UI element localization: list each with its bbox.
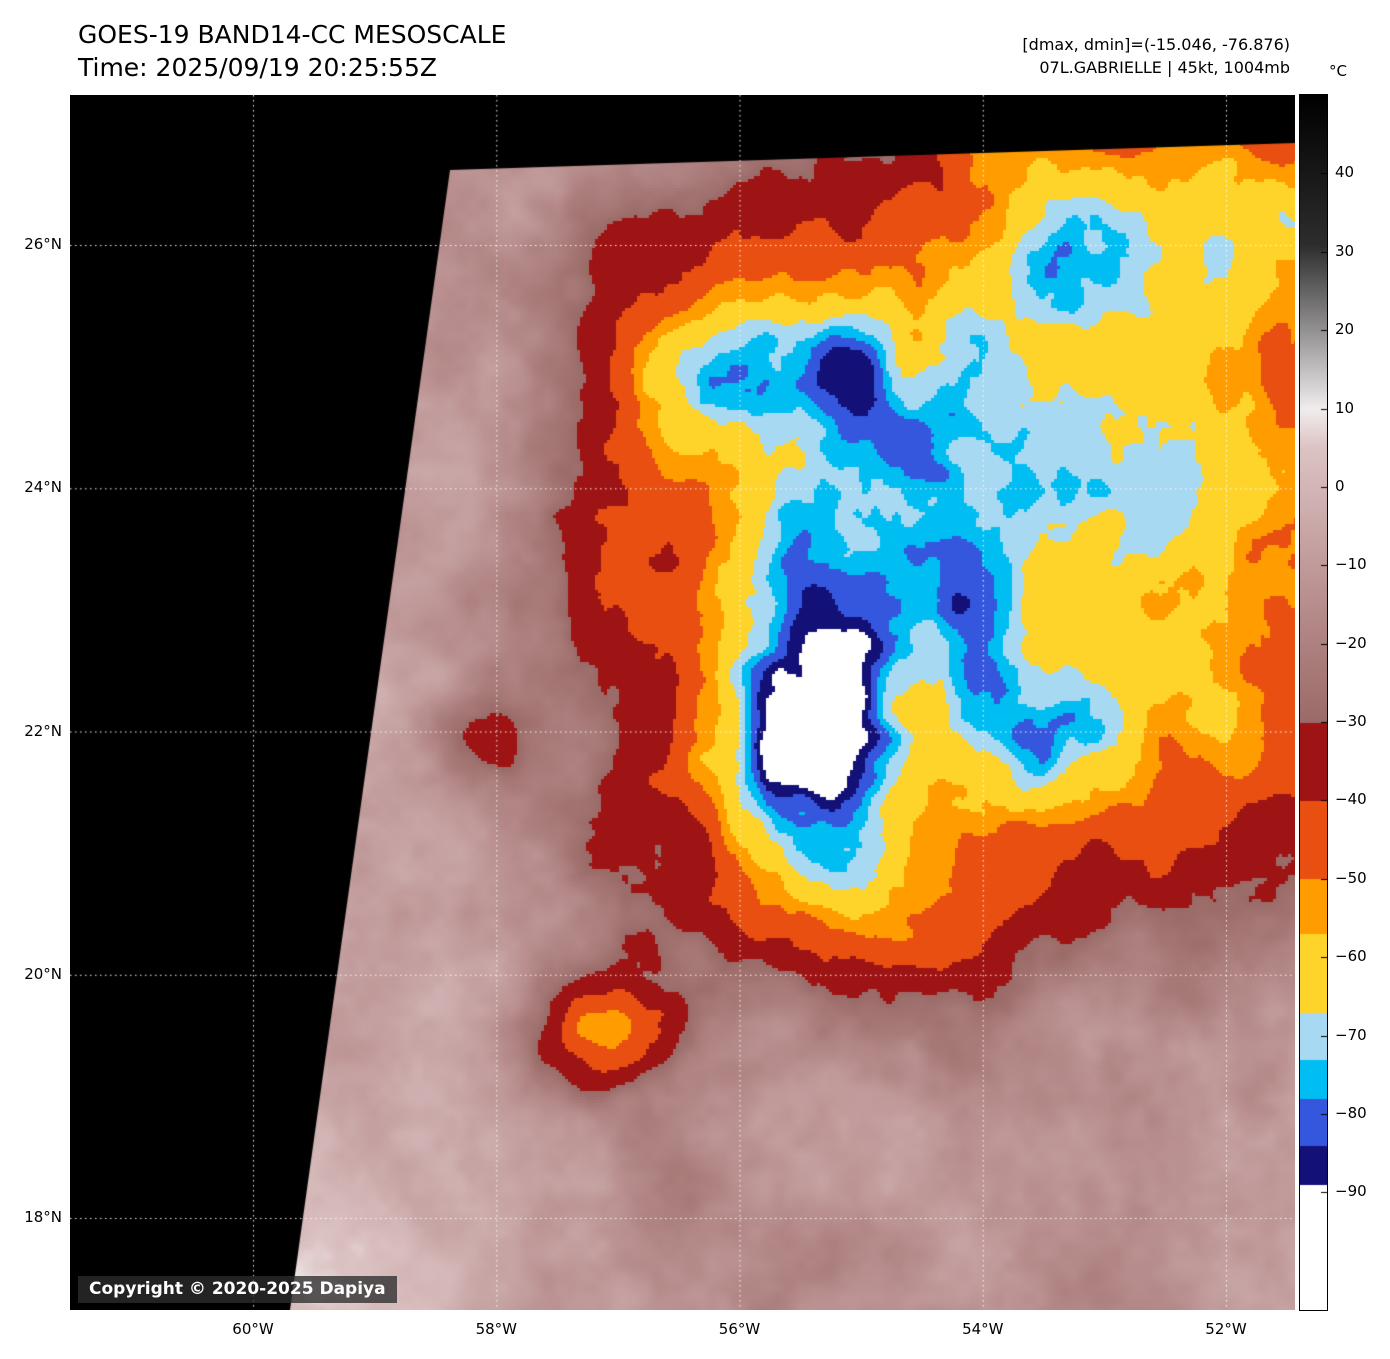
lon-tick-label: 60°W — [232, 1320, 274, 1338]
page-title: GOES-19 BAND14-CC MESOSCALE — [78, 20, 507, 49]
lat-tick-label: 22°N — [24, 721, 62, 740]
colorbar-tick-label: −10 — [1335, 555, 1367, 574]
colorbar-tick-label: −90 — [1335, 1182, 1367, 1201]
colorbar-tick-label: −70 — [1335, 1025, 1367, 1044]
colorbar-tick-label: 30 — [1335, 241, 1355, 260]
colorbar-tick-label: 20 — [1335, 320, 1355, 339]
colorbar-tick-label: −40 — [1335, 790, 1367, 809]
copyright-watermark: Copyright © 2020-2025 Dapiya — [78, 1276, 397, 1303]
lat-tick-label: 20°N — [24, 964, 62, 983]
colorbar — [1299, 94, 1328, 1311]
satellite-image-canvas — [70, 95, 1295, 1310]
lon-tick-label: 56°W — [718, 1320, 761, 1338]
satellite-map: Copyright © 2020-2025 Dapiya — [70, 95, 1295, 1310]
lat-tick-label: 18°N — [24, 1208, 62, 1226]
colorbar-tick-label: 10 — [1335, 398, 1355, 417]
colorbar-tick-label: −30 — [1335, 712, 1367, 731]
colorbar-tick-label: 40 — [1335, 163, 1355, 182]
colorbar-tick-label: −50 — [1335, 868, 1367, 887]
dmax-dmin-readout: [dmax, dmin]=(-15.046, -76.876) — [1022, 35, 1290, 54]
lon-tick-label: 58°W — [475, 1320, 517, 1338]
lon-tick-label: 54°W — [962, 1320, 1004, 1338]
colorbar-tick-label: 0 — [1335, 476, 1345, 495]
header-right: [dmax, dmin]=(-15.046, -76.876) 07L.GABR… — [1022, 33, 1290, 79]
colorbar-tick-label: −20 — [1335, 633, 1367, 652]
colorbar-tick-label: −80 — [1335, 1104, 1367, 1123]
storm-info-readout: 07L.GABRIELLE | 45kt, 1004mb — [1039, 58, 1290, 77]
timestamp: Time: 2025/09/19 20:25:55Z — [78, 53, 437, 82]
lon-tick-label: 52°W — [1205, 1320, 1247, 1338]
lat-tick-label: 24°N — [24, 478, 62, 497]
colorbar-tick-label: −60 — [1335, 947, 1367, 966]
colorbar-unit-label: °C — [1329, 62, 1347, 80]
lat-tick-label: 26°N — [24, 235, 62, 253]
